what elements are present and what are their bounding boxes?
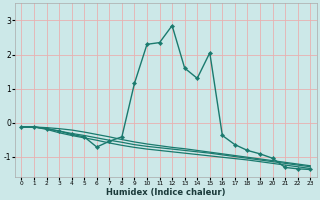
X-axis label: Humidex (Indice chaleur): Humidex (Indice chaleur)	[106, 188, 226, 197]
